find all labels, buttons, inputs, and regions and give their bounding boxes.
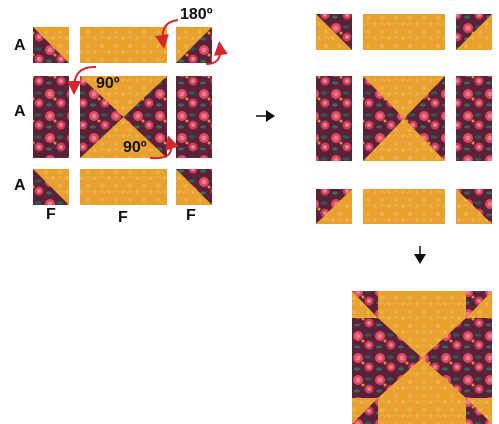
column-label-f-left: F (46, 206, 56, 223)
corner-square-top-right (176, 27, 212, 63)
rectangle-f-bottom-rotated (363, 189, 445, 224)
center-hourglass-rotated (363, 76, 445, 161)
exploded-block-left (33, 19, 228, 205)
corner-square-bottom-left (33, 169, 69, 205)
rotation-label-180: 180º (180, 6, 213, 23)
corner-square-top-left-rotated (316, 14, 352, 50)
corner-square-bottom-right-rotated (456, 189, 492, 224)
finished-block (352, 291, 492, 424)
column-label-f-right: F (186, 207, 196, 224)
rotated-pieces-right (316, 14, 492, 224)
side-rectangle-right-rotated (456, 76, 492, 161)
rectangle-f-bottom (80, 169, 167, 205)
rectangle-f-top-rotated (363, 14, 445, 50)
corner-square-bottom-right (176, 169, 212, 205)
arrow-down-icon (414, 246, 426, 264)
column-label-f-middle: F (118, 209, 128, 226)
corner-square-top-left (33, 27, 69, 63)
rotation-label-90-top: 90º (96, 75, 120, 92)
corner-square-top-right-rotated (456, 14, 492, 50)
arrow-right-icon (256, 110, 275, 122)
corner-square-bottom-left-rotated (316, 189, 352, 224)
row-label-a-top: A (14, 37, 26, 54)
side-rectangle-right (176, 76, 212, 158)
row-label-a-bottom: A (14, 177, 26, 194)
center-hourglass-square (80, 76, 167, 158)
side-rectangle-left-rotated (316, 76, 352, 161)
rectangle-f-top (80, 27, 167, 63)
curved-rotate-arrow-icon (67, 19, 228, 160)
row-label-a-middle: A (14, 103, 26, 120)
side-rectangle-left (33, 76, 69, 158)
rotation-label-90-bottom: 90º (123, 139, 147, 156)
